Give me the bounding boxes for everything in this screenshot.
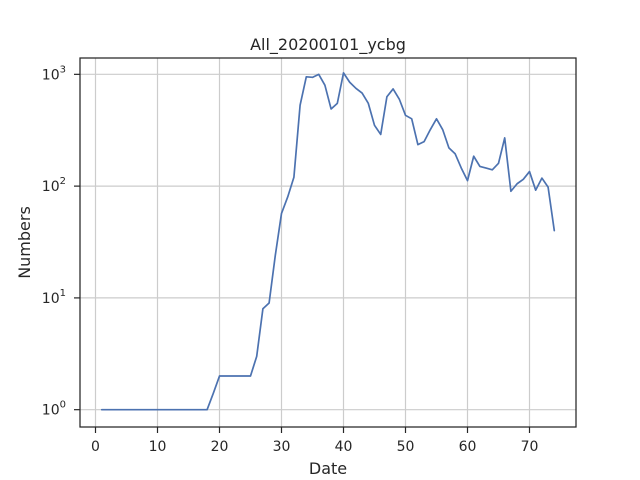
- y-axis-label: Numbers: [15, 206, 34, 279]
- x-tick-label: 0: [91, 439, 100, 455]
- y-axis: 100 101 102 103: [42, 64, 80, 419]
- x-tick-label: 40: [335, 439, 353, 455]
- y-tick-label: 103: [42, 64, 66, 83]
- plot-frame: [79, 57, 577, 428]
- series-layer: [100, 72, 556, 411]
- x-tick-label: 70: [521, 439, 539, 455]
- plot-area: [80, 58, 576, 427]
- x-tick-label: 50: [397, 439, 415, 455]
- x-tick-label: 60: [459, 439, 477, 455]
- chart-title: All_20200101_ycbg: [250, 35, 406, 55]
- x-axis-label: Date: [309, 459, 347, 478]
- y-tick-label: 102: [42, 176, 66, 195]
- y-tick-label: 100: [42, 400, 66, 419]
- x-axis: 0 10 20 30 40 50 60 70: [91, 427, 538, 455]
- y-tick-label: 101: [42, 288, 66, 307]
- series-line: [100, 72, 556, 411]
- x-tick-label: 20: [211, 439, 229, 455]
- x-tick-label: 30: [273, 439, 291, 455]
- x-tick-label: 10: [149, 439, 167, 455]
